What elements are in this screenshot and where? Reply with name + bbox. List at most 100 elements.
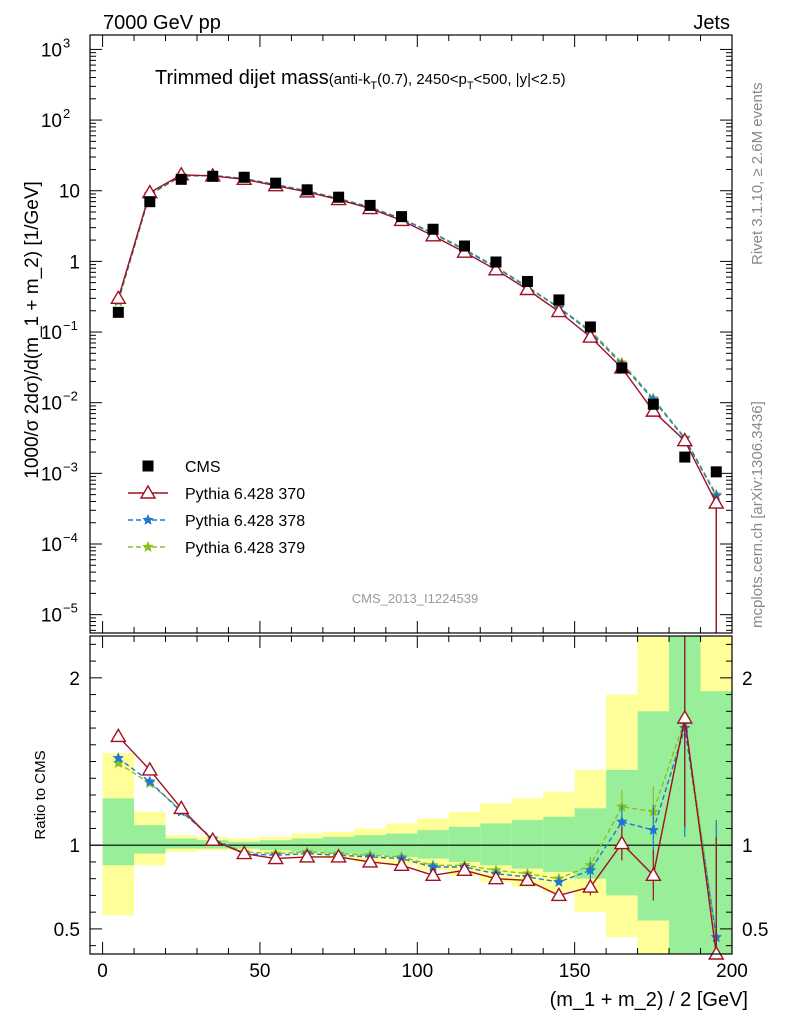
y-tick-label: 10 — [41, 40, 62, 61]
series-p370 — [110, 166, 725, 633]
point-p370 — [110, 289, 127, 305]
ratio-point-p378 — [553, 876, 565, 887]
ratio-point-p370 — [456, 861, 473, 877]
band-inner-bin — [480, 823, 512, 866]
ratio-point-p370 — [550, 887, 568, 902]
y-tick-label: 10 — [41, 606, 62, 627]
y-tick-label-exponent: −5 — [63, 601, 78, 616]
title-cuts-prefix: (anti-k — [329, 71, 371, 88]
ratio-point-p370 — [110, 728, 127, 743]
point-cms — [333, 191, 345, 203]
y-tick-label-exponent: 2 — [63, 106, 70, 121]
series-cms — [112, 170, 722, 478]
ratio-tick-label-right: 2 — [742, 669, 753, 690]
point-cms — [521, 275, 533, 287]
legend-label: Pythia 6.428 370 — [185, 486, 305, 503]
ratio-tick-label: 0.5 — [54, 920, 80, 941]
legend-entry-p370: Pythia 6.428 370 — [128, 484, 305, 503]
ratio-panel-frame — [89, 635, 733, 955]
ratio-point-p378 — [616, 815, 628, 827]
series-p378 — [112, 169, 722, 633]
x-tick-label: 200 — [716, 961, 748, 982]
point-p370 — [676, 432, 694, 447]
legend-label: CMS — [185, 459, 221, 476]
ratio-point-p378 — [427, 861, 439, 872]
ratio-point-p370 — [645, 866, 662, 882]
point-cms — [427, 223, 439, 235]
ratio-point-p370 — [519, 871, 536, 887]
ratio-tick-label-right: 1 — [742, 836, 753, 857]
ratio-point-p370 — [235, 845, 253, 860]
ratio-point-p370 — [708, 945, 725, 960]
y-axis-label: 1000/σ 2dσ)/d(m_1 + m_2) [1/GeV] — [22, 181, 43, 479]
y-tick-label: 10 — [41, 535, 62, 556]
point-cms — [396, 211, 408, 223]
ratio-line-p379 — [117, 719, 717, 938]
y-tick-label-exponent: −3 — [63, 459, 78, 474]
point-p370 — [519, 281, 536, 296]
point-cms — [553, 294, 565, 306]
band-inner-bin — [448, 826, 481, 862]
ratio-point-p370 — [393, 856, 410, 871]
series-line-p378 — [117, 174, 717, 633]
ratio-point-p370 — [173, 799, 190, 815]
x-tick-label: 0 — [97, 961, 108, 982]
ratio-tick-label-right: 0.5 — [742, 920, 768, 941]
point-p370 — [550, 303, 568, 318]
x-axis-label: (m_1 + m_2) / 2 [GeV] — [550, 989, 748, 1011]
point-cms — [175, 173, 187, 185]
ratio-series-p370 — [110, 636, 725, 960]
y-tick-label: 10 — [41, 464, 62, 485]
y-tick-label-exponent: 3 — [63, 35, 70, 50]
point-p370 — [708, 494, 725, 509]
y-tick-label: 10 — [41, 111, 62, 132]
axis-ticks — [90, 35, 733, 954]
point-cms — [238, 171, 250, 183]
ratio-point-p370 — [424, 866, 442, 882]
series-p379 — [112, 169, 722, 633]
legend: CMS Pythia 6.428 370 Pythia 6.428 378 Pythi… — [128, 459, 305, 557]
title-cuts-suffix: <500, |y|<2.5) — [474, 71, 566, 88]
legend-entry-cms: CMS — [142, 459, 221, 476]
legend-entry-p379: Pythia 6.428 379 — [128, 540, 305, 557]
ratio-point-p378 — [584, 864, 597, 876]
point-p370 — [645, 402, 662, 417]
legend-marker — [142, 514, 154, 525]
ratio-point-p370 — [204, 831, 221, 846]
ratio-point-p378 — [647, 824, 659, 835]
point-cms — [459, 240, 470, 252]
legend-label: Pythia 6.428 378 — [185, 513, 305, 530]
title-cuts-sub1: T — [370, 80, 377, 92]
mcplots-label: mcplots.cern.ch [arXiv:1306.3436] — [749, 401, 766, 628]
ratio-point-p378 — [144, 775, 156, 787]
x-tick-label: 100 — [401, 961, 433, 982]
analysis-id: CMS_2013_I1224539 — [352, 591, 479, 606]
ratio-point-p370 — [613, 835, 631, 850]
point-cms — [584, 321, 596, 333]
y-tick-label: 10 — [59, 182, 80, 203]
ratio-point-p379 — [112, 757, 124, 769]
point-cms — [207, 170, 219, 182]
band-inner-bin — [511, 820, 544, 869]
point-p370 — [424, 227, 442, 242]
ratio-tick-label: 1 — [69, 836, 80, 857]
title-cuts-sub2: T — [467, 80, 474, 92]
y-tick-label-exponent: −4 — [63, 530, 78, 545]
y-tick-label: 10 — [41, 323, 62, 344]
band-inner-bin — [543, 816, 575, 872]
ratio-point-p370 — [298, 848, 316, 863]
legend-label: Pythia 6.428 379 — [185, 540, 305, 557]
point-cms — [112, 306, 124, 318]
point-p370 — [487, 261, 505, 276]
ratio-axis-label: Ratio to CMS — [32, 750, 49, 839]
title-main: Trimmed dijet mass — [155, 67, 329, 89]
series-line-p379 — [117, 174, 717, 633]
ratio-point-p370 — [141, 761, 159, 776]
point-cms — [710, 466, 722, 478]
ratio-tick-label: 2 — [69, 669, 80, 690]
title-cuts-mid: (0.7), 2450<p — [377, 71, 467, 88]
y-tick-label-exponent: −1 — [63, 318, 78, 333]
top-panel-frame — [89, 34, 733, 634]
x-tick-label: 50 — [249, 961, 270, 982]
ratio-point-p370 — [676, 709, 694, 724]
